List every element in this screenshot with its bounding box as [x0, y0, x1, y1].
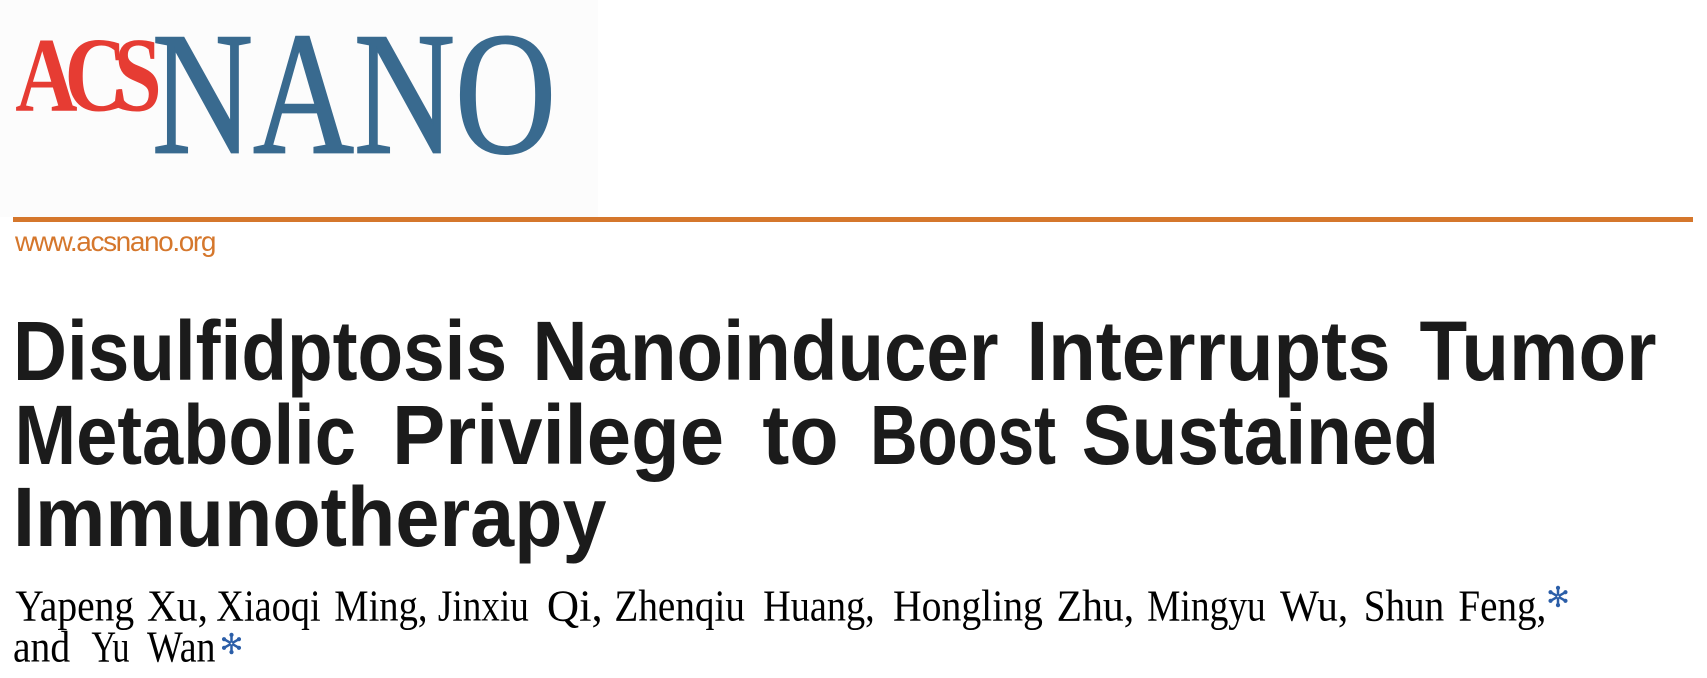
- svg-text:Sustained: Sustained: [1082, 388, 1439, 482]
- svg-text:Wan: Wan: [147, 623, 216, 672]
- svg-text:NANO: NANO: [152, 0, 556, 190]
- svg-text:Qi,: Qi,: [547, 582, 603, 631]
- svg-text:Xu,: Xu,: [147, 582, 208, 631]
- svg-text:Metabolic: Metabolic: [15, 388, 356, 482]
- svg-text:ACS: ACS: [15, 16, 158, 133]
- svg-text:Privilege: Privilege: [392, 388, 724, 482]
- svg-text:Zhenqiu: Zhenqiu: [614, 582, 745, 631]
- svg-text:Yapeng: Yapeng: [15, 582, 134, 631]
- svg-text:Immunotherapy: Immunotherapy: [13, 471, 607, 565]
- svg-text:Wu,: Wu,: [1280, 582, 1348, 631]
- svg-text:Mingyu: Mingyu: [1147, 582, 1266, 631]
- svg-text:Boost: Boost: [870, 388, 1056, 482]
- svg-text:Interrupts: Interrupts: [1027, 304, 1391, 398]
- svg-text:Shun: Shun: [1364, 582, 1445, 631]
- svg-text:Jinxiu: Jinxiu: [438, 582, 529, 631]
- svg-text:Ming,: Ming,: [334, 582, 427, 631]
- svg-text:to: to: [762, 388, 838, 482]
- svg-text:Feng,: Feng,: [1458, 582, 1546, 631]
- svg-text:Tumor: Tumor: [1420, 304, 1657, 398]
- svg-text:Zhu,: Zhu,: [1057, 582, 1135, 631]
- svg-text:and: and: [13, 623, 70, 672]
- svg-text:Hongling: Hongling: [893, 582, 1043, 631]
- svg-text:Disulfidptosis: Disulfidptosis: [13, 304, 507, 398]
- svg-text:Huang,: Huang,: [763, 582, 875, 631]
- svg-text:Xiaoqi: Xiaoqi: [216, 582, 320, 631]
- svg-text:Yu: Yu: [91, 623, 129, 672]
- svg-text:Nanoinducer: Nanoinducer: [533, 304, 999, 398]
